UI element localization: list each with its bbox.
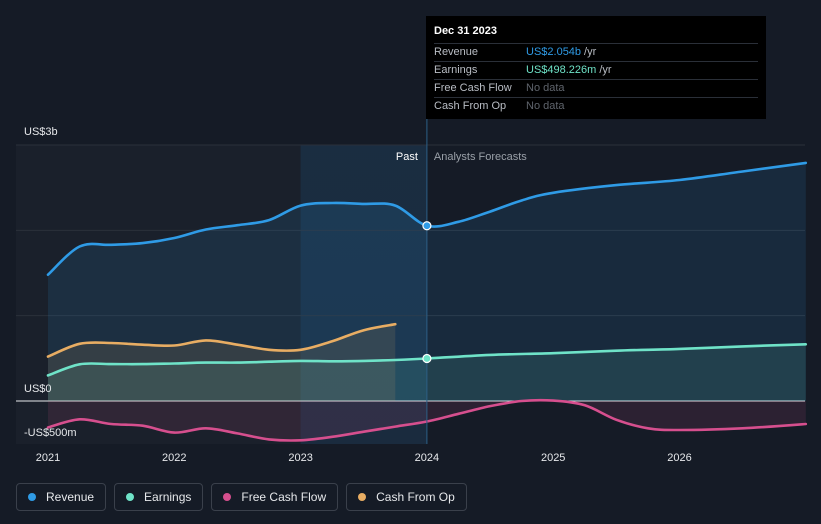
legend-label: Revenue xyxy=(46,490,95,504)
tooltip-revenue-value: US$2.054b xyxy=(526,46,582,58)
point-earnings xyxy=(422,353,432,364)
tooltip-unit: /yr xyxy=(584,46,597,58)
legend-item-free-cash-flow[interactable]: Free Cash Flow xyxy=(211,483,339,511)
tooltip-row-revenue: Revenue US$2.054b/yr xyxy=(434,43,758,61)
y-tick-label: -US$500m xyxy=(24,427,77,439)
tooltip-label: Cash From Op xyxy=(434,100,507,112)
chart-legend: Revenue Earnings Free Cash Flow Cash Fro… xyxy=(16,483,467,511)
tooltip-earnings-value: US$498.226m xyxy=(526,64,597,76)
y-tick-label: US$3b xyxy=(24,126,58,138)
y-axis-labels: US$3b US$0 -US$500m xyxy=(24,126,77,439)
legend-item-earnings[interactable]: Earnings xyxy=(114,483,204,511)
tooltip-value: No data xyxy=(526,98,565,115)
tooltip-row-earnings: Earnings US$498.226m/yr xyxy=(434,61,758,79)
legend-dot-icon xyxy=(28,493,36,501)
legend-dot-icon xyxy=(223,493,232,501)
y-tick-label: US$0 xyxy=(24,383,52,395)
highlight-points xyxy=(422,221,432,364)
x-tick-label: 2024 xyxy=(415,452,439,464)
line-earnings xyxy=(46,343,808,377)
tooltip-fcf-value: No data xyxy=(526,82,565,94)
x-tick-label: 2026 xyxy=(667,452,691,464)
legend-dot-icon xyxy=(126,493,135,501)
data-tooltip: Dec 31 2023 Revenue US$2.054b/yr Earning… xyxy=(426,16,766,119)
legend-item-revenue[interactable]: Revenue xyxy=(16,483,107,511)
tooltip-value: US$498.226m/yr xyxy=(526,62,612,79)
tooltip-label: Earnings xyxy=(434,64,478,76)
tooltip-unit: /yr xyxy=(599,64,612,76)
tooltip-date: Dec 31 2023 xyxy=(434,25,497,37)
tooltip-label: Free Cash Flow xyxy=(434,82,512,94)
tooltip-value: US$2.054b/yr xyxy=(526,44,596,61)
legend-label: Earnings xyxy=(144,490,192,504)
tooltip-row-free-cash-flow: Free Cash Flow No data xyxy=(434,79,758,97)
x-tick-label: 2023 xyxy=(288,452,312,464)
tooltip-row-cash-from-op: Cash From Op No data xyxy=(434,97,758,115)
forecast-label: Analysts Forecasts xyxy=(434,151,527,163)
past-label: Past xyxy=(396,151,418,163)
series-lines xyxy=(46,161,808,442)
line-revenue xyxy=(46,161,808,276)
tooltip-cfo-value: No data xyxy=(526,100,565,112)
x-tick-label: 2025 xyxy=(541,452,565,464)
past-highlight-band xyxy=(300,145,427,444)
gridlines xyxy=(16,144,805,402)
tooltip-value: No data xyxy=(526,80,565,97)
line-cash-from-op xyxy=(46,322,397,358)
tooltip-label: Revenue xyxy=(434,46,479,58)
legend-label: Free Cash Flow xyxy=(241,490,327,504)
legend-dot-icon xyxy=(358,493,367,501)
x-axis-labels: 2021 2022 2023 2024 2025 2026 xyxy=(36,452,692,464)
legend-item-cash-from-op[interactable]: Cash From Op xyxy=(346,483,467,511)
x-tick-label: 2022 xyxy=(162,452,186,464)
x-tick-label: 2021 xyxy=(36,452,60,464)
legend-label: Cash From Op xyxy=(376,490,455,504)
point-revenue xyxy=(422,221,432,231)
line-free-cash-flow xyxy=(46,398,808,442)
